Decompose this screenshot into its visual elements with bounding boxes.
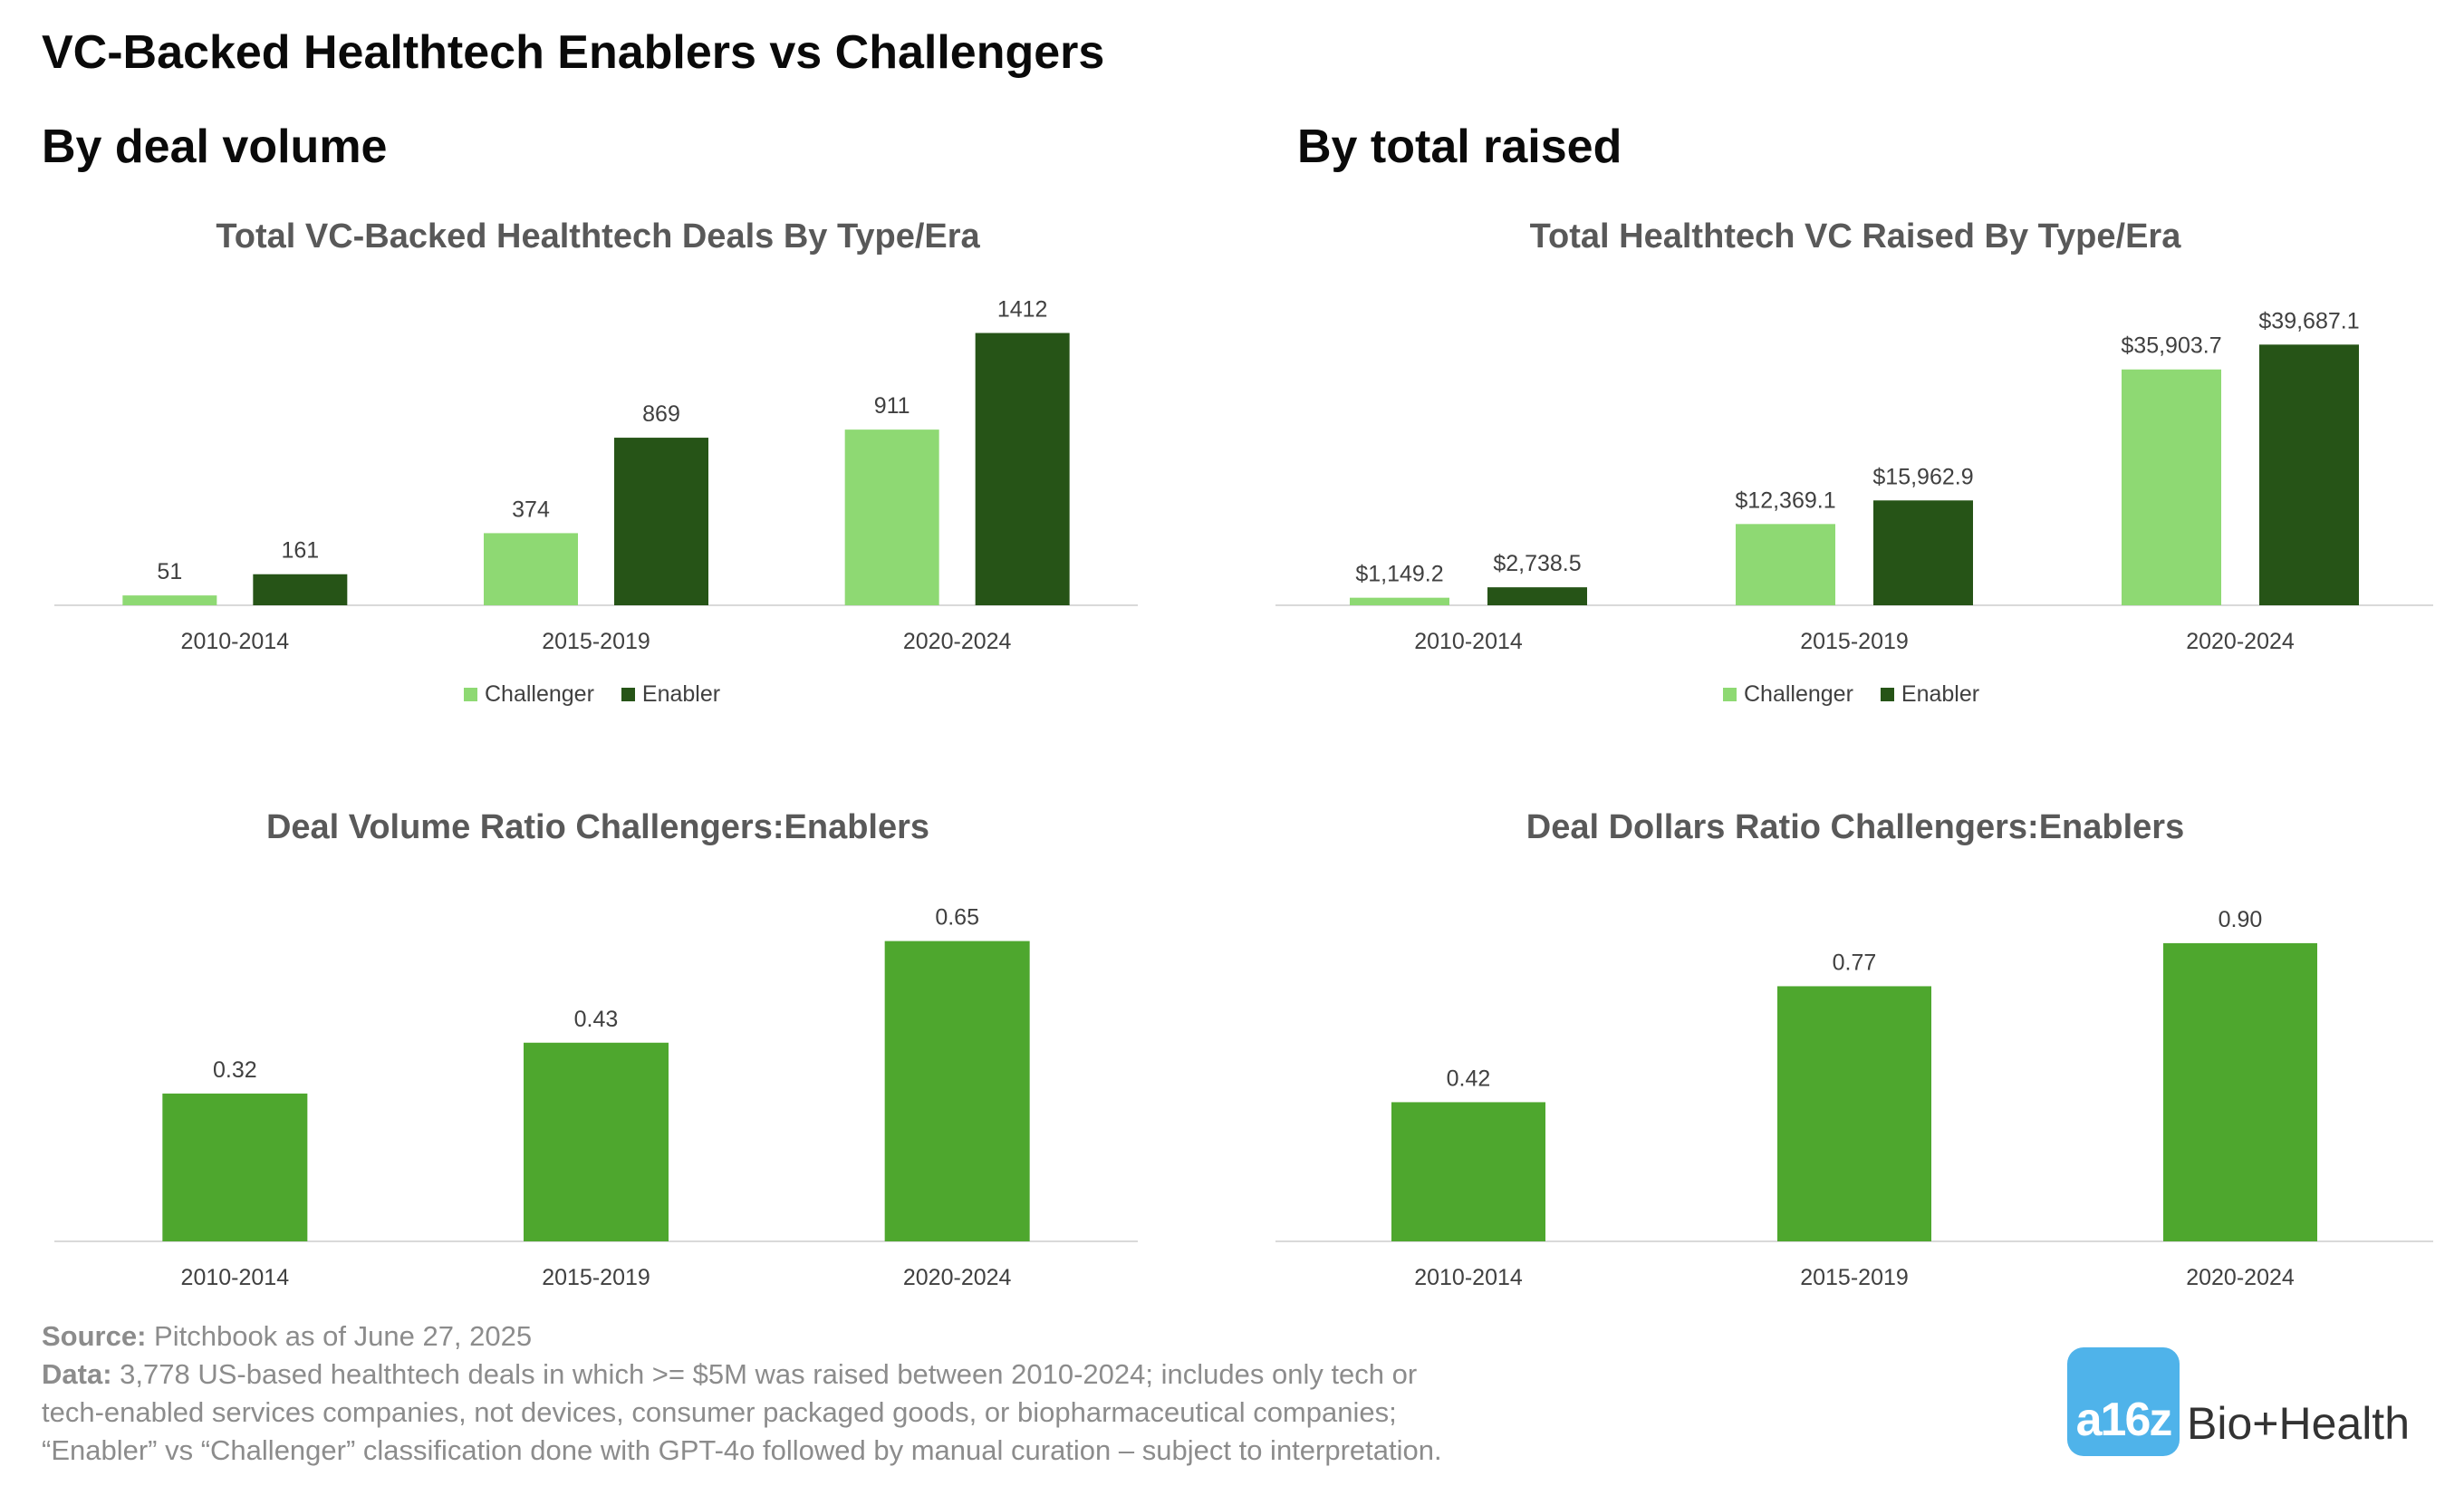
data-label: 0.32 <box>213 1057 257 1083</box>
source-text: Pitchbook as of June 27, 2025 <box>154 1320 533 1352</box>
legend-deals: Challenger Enabler <box>464 681 747 708</box>
source-label: Source: <box>42 1320 147 1352</box>
category-label: 2020-2024 <box>2186 629 2295 654</box>
legend-swatch-enabler <box>621 688 635 701</box>
chart-title-deals: Total VC-Backed Healthtech Deals By Type… <box>216 217 980 256</box>
legend-item-challenger: Challenger <box>1723 681 1853 708</box>
data-label: 161 <box>281 538 319 564</box>
bar-ratio-2010-2014 <box>1391 1102 1545 1241</box>
data-label: $35,903.7 <box>2121 333 2221 359</box>
bar-ratio-2015-2019 <box>1777 986 1931 1241</box>
a16z-logo: a16z Bio+Health <box>2067 1346 2410 1457</box>
bar-enabler-2015-2019 <box>1873 500 1973 605</box>
category-label: 2015-2019 <box>542 629 650 654</box>
legend-item-enabler: Enabler <box>621 681 720 708</box>
category-label: 2015-2019 <box>1800 1265 1909 1290</box>
category-label: 2015-2019 <box>542 1265 650 1290</box>
category-label: 2010-2014 <box>1414 629 1523 654</box>
bar-challenger-2020-2024 <box>2122 369 2221 605</box>
data-label: 0.90 <box>2219 907 2263 932</box>
category-label: 2015-2019 <box>1800 629 1909 654</box>
data-label: Data: <box>42 1358 112 1390</box>
bar-challenger-2010-2014 <box>1350 597 1449 605</box>
source-line: Source: Pitchbook as of June 27, 2025 <box>42 1317 1636 1356</box>
legend-item-enabler: Enabler <box>1880 681 1980 708</box>
bar-enabler-2015-2019 <box>614 438 708 605</box>
bar-enabler-2020-2024 <box>975 333 1070 605</box>
data-label: $12,369.1 <box>1735 487 1835 513</box>
bar-enabler-2010-2014 <box>253 574 348 605</box>
bar-enabler-2010-2014 <box>1487 587 1587 605</box>
data-line-1: Data: 3,778 US-based healthtech deals in… <box>42 1356 1636 1394</box>
legend-raised: Challenger Enabler <box>1723 681 2007 708</box>
category-label: 2020-2024 <box>903 629 1012 654</box>
bar-ratio-2020-2024 <box>2163 942 2317 1241</box>
bar-enabler-2020-2024 <box>2259 344 2359 605</box>
data-line-3: “Enabler” vs “Challenger” classification… <box>42 1434 1442 1466</box>
legend-swatch-challenger <box>464 688 477 701</box>
data-label: 374 <box>512 497 550 522</box>
data-label: 869 <box>642 401 680 427</box>
legend-label-challenger: Challenger <box>485 681 594 707</box>
bar-challenger-2020-2024 <box>844 429 939 605</box>
category-label: 2020-2024 <box>2186 1265 2295 1290</box>
data-text-1: 3,778 US-based healthtech deals in which… <box>120 1358 1418 1390</box>
data-label: 51 <box>157 559 182 584</box>
data-label: $39,687.1 <box>2258 308 2359 333</box>
chart-title-dollars-ratio: Deal Dollars Ratio Challengers:Enablers <box>1526 808 2185 846</box>
legend-item-challenger: Challenger <box>464 681 594 708</box>
bar-challenger-2015-2019 <box>484 533 578 605</box>
legend-label-challenger: Challenger <box>1744 681 1853 707</box>
bar-ratio-2020-2024 <box>884 941 1030 1241</box>
legend-label-enabler: Enabler <box>1901 681 1980 707</box>
page-title: VC-Backed Healthtech Enablers vs Challen… <box>42 26 1105 79</box>
bar-ratio-2015-2019 <box>524 1042 669 1241</box>
chart-title-raised: Total Healthtech VC Raised By Type/Era <box>1529 217 2181 256</box>
data-label: 1412 <box>997 296 1048 322</box>
section-heading-total-raised: By total raised <box>1297 121 1622 173</box>
data-label: 0.77 <box>1833 950 1877 975</box>
data-label: 0.43 <box>574 1007 619 1032</box>
category-label: 2020-2024 <box>903 1265 1012 1290</box>
data-label: 0.65 <box>935 905 979 931</box>
chart-title-volume-ratio: Deal Volume Ratio Challengers:Enablers <box>265 808 930 846</box>
logo-badge: a16z <box>2067 1347 2180 1456</box>
data-label: 0.42 <box>1447 1066 1491 1091</box>
legend-label-enabler: Enabler <box>641 681 721 707</box>
section-heading-deal-volume: By deal volume <box>42 121 388 173</box>
data-label: $2,738.5 <box>1493 551 1581 576</box>
bar-challenger-2010-2014 <box>122 595 217 605</box>
legend-swatch-enabler <box>1880 688 1894 701</box>
data-label: $15,962.9 <box>1872 464 1973 489</box>
category-label: 2010-2014 <box>181 1265 290 1290</box>
data-label: 911 <box>874 393 910 419</box>
bar-ratio-2010-2014 <box>162 1093 308 1241</box>
bar-challenger-2015-2019 <box>1736 524 1835 605</box>
category-label: 2010-2014 <box>181 629 290 654</box>
footer-notes: Source: Pitchbook as of June 27, 2025 Da… <box>42 1317 1636 1470</box>
data-line-2: tech-enabled services companies, not dev… <box>42 1396 1397 1428</box>
logo-mark: a16z <box>2075 1394 2173 1446</box>
legend-swatch-challenger <box>1723 688 1737 701</box>
category-label: 2010-2014 <box>1414 1265 1523 1290</box>
data-label: $1,149.2 <box>1355 562 1443 587</box>
logo-brand-text: Bio+Health <box>2187 1398 2410 1449</box>
